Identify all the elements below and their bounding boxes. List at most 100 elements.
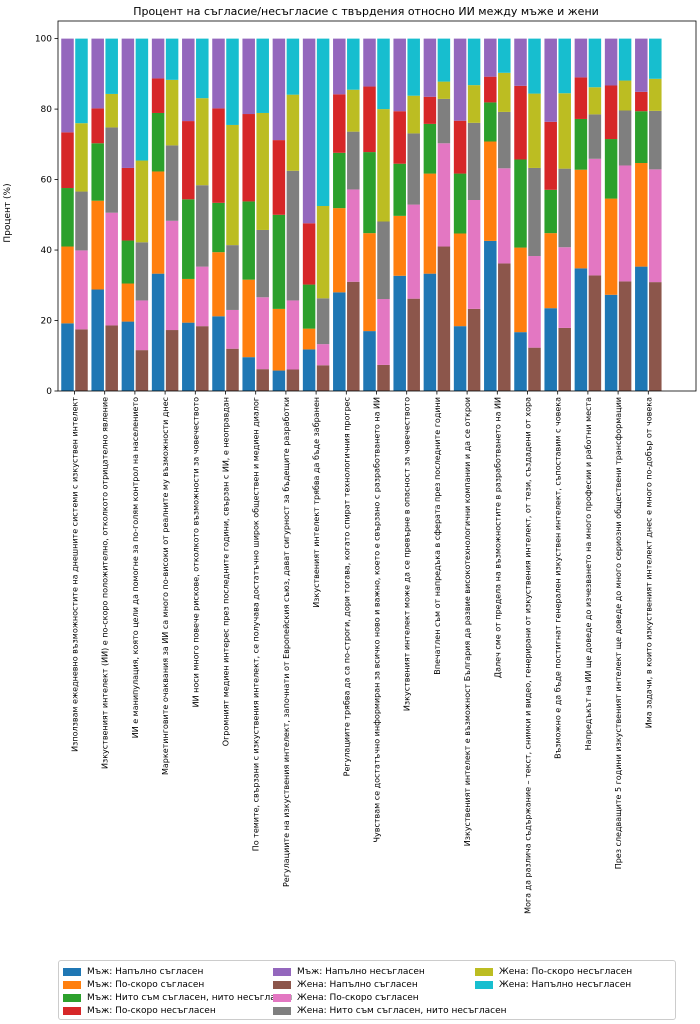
bar-segment [498,72,511,112]
bar-segment [226,309,239,349]
bar-segment [135,300,149,351]
bar-segment [302,223,316,285]
bar-segment [453,233,467,327]
legend-label: Жена: Напълно несъгласен [499,979,632,990]
legend-label: Жена: Нито съм съгласен, нито несъгласен [297,1005,507,1016]
bar-segment [91,143,104,201]
bar-segment [558,247,571,328]
legend-swatch [273,1006,291,1015]
bar-segment [182,278,195,323]
bar-segment [467,308,481,391]
bar-segment [618,165,632,282]
bar-segment [528,93,541,168]
bar-segment [316,365,330,391]
bar-segment [528,256,541,348]
legend-swatch [475,967,493,976]
bar-segment [635,111,648,164]
bar-segment [588,158,602,276]
bar-segment [105,325,118,391]
bar-segment [105,38,118,94]
bar-segment [618,38,632,81]
bar-segment [256,297,269,370]
legend-label: Мъж: Напълно съгласен [87,966,204,977]
bar-segment [407,204,420,299]
bar-segment [423,273,437,391]
bar-segment [256,229,269,298]
bar-segment [91,289,104,391]
bar-segment [151,112,165,172]
legend-label: Мъж: По-скоро несъгласен [87,1005,216,1016]
bar-segment [151,171,165,274]
bar-segment [635,266,648,391]
bar-segment [423,123,437,174]
bar-segment [302,38,316,224]
bar-segment [182,121,195,200]
bar-segment [407,133,420,205]
x-tick-label: Чувствам се достатъчно информиран за вси… [373,397,382,842]
bar-segment [75,329,88,391]
legend-swatch [63,993,81,1002]
bar-segment [407,95,420,134]
bar-segment [363,86,376,153]
x-tick-label: Впечатлен съм от напредъка в сферата пре… [433,397,442,675]
bar-segment [151,273,165,391]
bar-segment [256,369,269,391]
legend-item: Жена: Напълно съгласен [273,978,507,991]
bar-segment [649,78,662,111]
bar-segment [453,326,467,391]
bar-segment [61,132,74,189]
bar-segment [333,38,346,95]
bar-segment [256,38,269,113]
bar-segment [316,206,330,299]
bar-segment [242,201,255,280]
bar-segment [393,111,406,164]
x-tick-label: ИИ е манипулация, която цели да помогне … [131,397,140,738]
legend-swatch [63,1006,81,1015]
bar-segment [544,121,557,190]
bar-segment [618,110,632,166]
bar-segment [423,173,437,274]
bar-segment [514,38,527,86]
bar-segment [347,281,360,391]
bar-segment [165,38,179,80]
bar-segment [316,38,330,206]
bar-segment [604,139,618,199]
x-tick-label: По темите, свързани с изкуствения интеле… [252,397,261,851]
legend-label: Жена: Напълно съгласен [297,979,418,990]
bar-segment [377,299,390,365]
bar-segment [604,198,618,295]
bar-segment [558,93,571,169]
y-tick-label: 60 [41,176,53,186]
bar-segment [121,38,135,168]
bar-segment [316,344,330,366]
y-tick-label: 40 [41,246,53,256]
legend-label: Жена: По-скоро несъгласен [499,966,633,977]
bar-segment [363,331,376,391]
bar-segment [498,263,511,391]
bar-segment [196,38,209,99]
chart-title: Процент на съгласие/несъгласие с твърден… [133,5,599,18]
bar-segment [467,122,481,201]
legend-swatch [63,967,81,976]
bar-segment [91,200,104,290]
bar-segment [105,93,118,128]
bar-segment [302,349,316,391]
bar-segment [75,250,88,330]
bar-segment [618,281,632,391]
bar-segment [437,246,451,391]
bar-segment [165,220,179,331]
bar-segment [91,108,104,144]
bar-segment [484,38,497,77]
bar-segment [437,81,451,99]
bar-segment [484,240,497,391]
bar-segment [528,38,541,94]
bar-segment [604,294,618,391]
bar-segment [528,347,541,391]
bar-segment [347,131,360,190]
bar-segment [333,292,346,391]
bar-segment [135,350,149,391]
bar-segment [558,168,571,248]
bar-segment [286,300,300,370]
bar-segment [333,152,346,209]
bar-segment [484,102,497,142]
